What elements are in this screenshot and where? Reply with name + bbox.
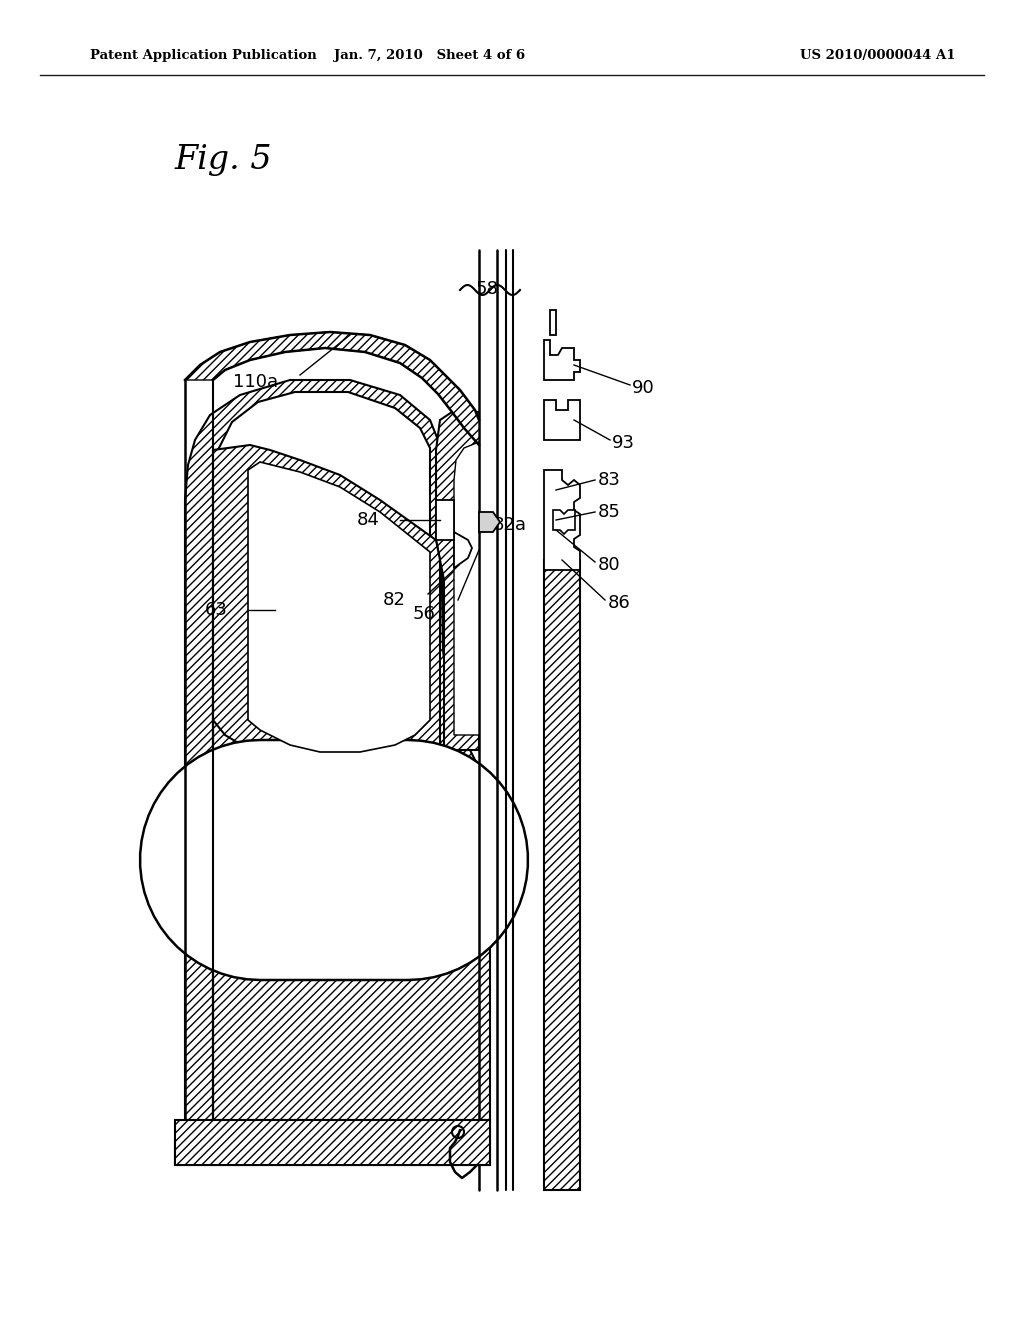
Polygon shape <box>213 392 430 1140</box>
Polygon shape <box>544 400 580 440</box>
Text: 82a: 82a <box>493 516 527 535</box>
Text: Patent Application Publication: Patent Application Publication <box>90 49 316 62</box>
Polygon shape <box>436 412 479 750</box>
Text: 85: 85 <box>598 503 621 521</box>
Polygon shape <box>544 470 580 570</box>
Polygon shape <box>213 445 440 780</box>
Text: US 2010/0000044 A1: US 2010/0000044 A1 <box>800 49 955 62</box>
Text: 56: 56 <box>412 605 435 623</box>
Text: 110a: 110a <box>232 374 278 391</box>
Polygon shape <box>544 560 580 1191</box>
Text: Fig. 5: Fig. 5 <box>175 144 272 176</box>
Polygon shape <box>550 310 556 335</box>
Polygon shape <box>175 1119 490 1166</box>
Text: 82: 82 <box>383 591 406 609</box>
Text: 86: 86 <box>608 594 631 612</box>
Polygon shape <box>479 512 500 532</box>
Text: 83: 83 <box>598 471 621 488</box>
Polygon shape <box>454 532 472 568</box>
Text: 58: 58 <box>475 280 499 298</box>
Text: 84: 84 <box>357 511 380 529</box>
Text: Jan. 7, 2010   Sheet 4 of 6: Jan. 7, 2010 Sheet 4 of 6 <box>335 49 525 62</box>
Polygon shape <box>175 380 490 1166</box>
Polygon shape <box>185 333 479 445</box>
Text: 93: 93 <box>612 434 635 451</box>
Text: 63: 63 <box>205 601 228 619</box>
Text: 90: 90 <box>632 379 654 397</box>
Polygon shape <box>140 741 527 979</box>
Polygon shape <box>248 462 430 752</box>
Polygon shape <box>436 500 454 540</box>
Text: 80: 80 <box>598 556 621 574</box>
Polygon shape <box>544 341 580 380</box>
Polygon shape <box>454 442 479 735</box>
Polygon shape <box>553 510 575 535</box>
